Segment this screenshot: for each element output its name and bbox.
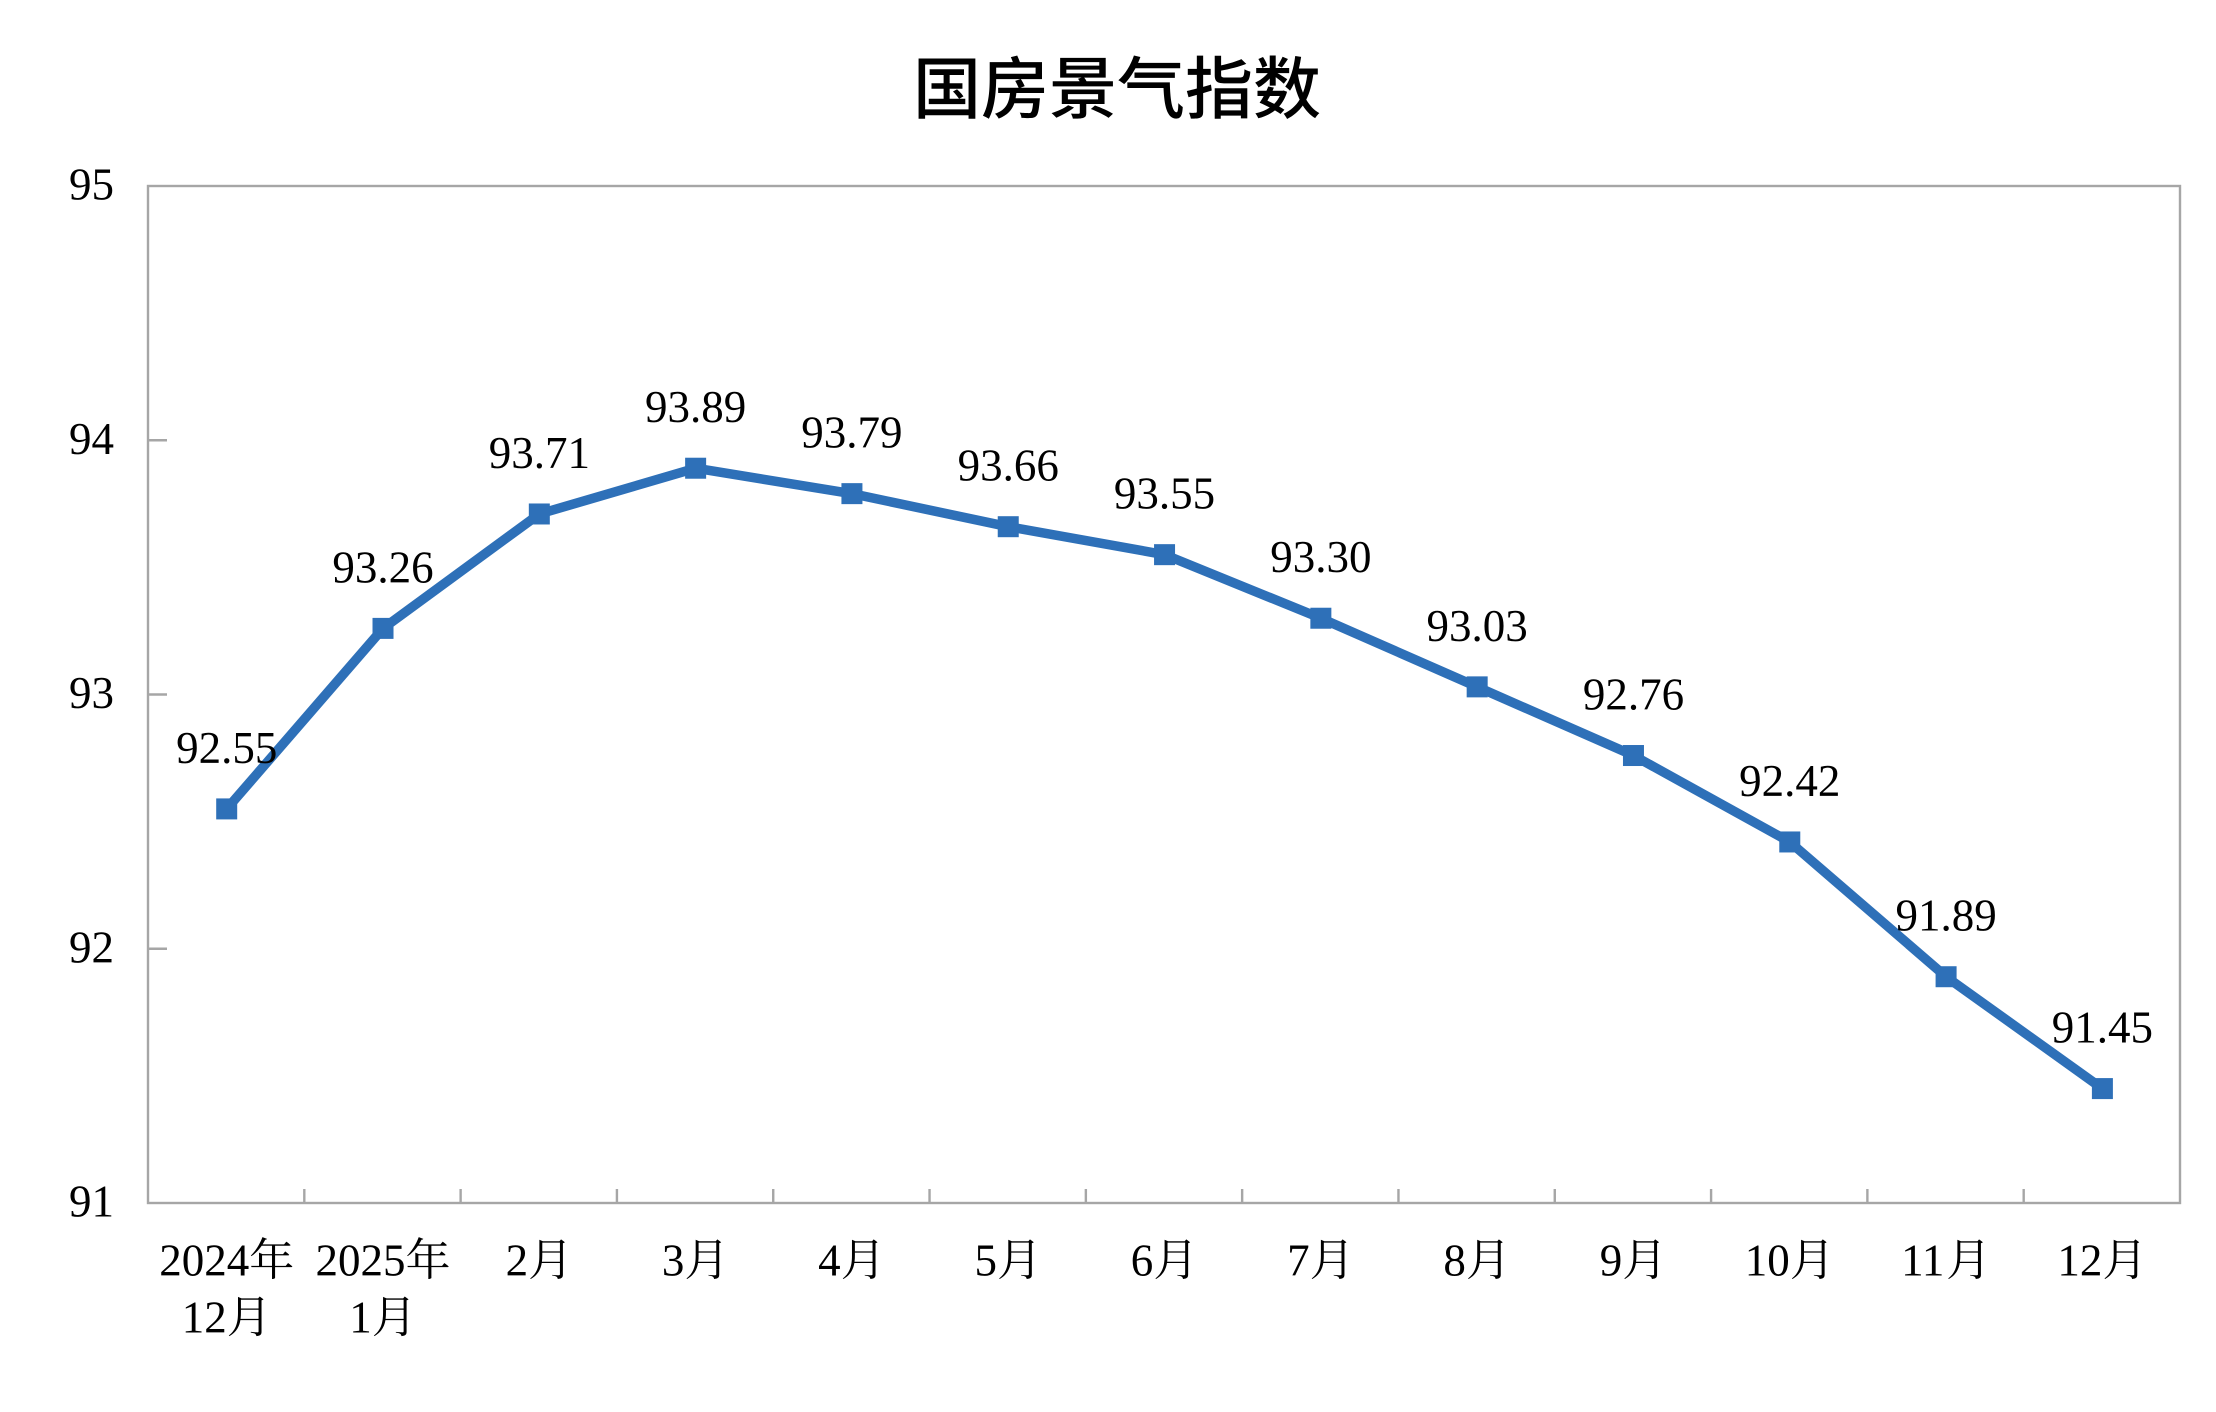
- svg-text:10: 10: [1745, 1236, 1790, 1286]
- svg-text:2: 2: [506, 1236, 529, 1286]
- svg-text:93.89: 93.89: [645, 382, 746, 432]
- svg-text:12: 12: [2057, 1236, 2102, 1286]
- svg-text:93.30: 93.30: [1270, 532, 1371, 582]
- svg-text:91: 91: [69, 1177, 114, 1227]
- svg-text:91.89: 91.89: [1895, 891, 1996, 941]
- svg-text:95: 95: [69, 160, 114, 210]
- svg-text:12: 12: [182, 1293, 227, 1343]
- svg-text:93: 93: [69, 668, 114, 718]
- svg-text:5: 5: [974, 1236, 997, 1286]
- svg-text:92.76: 92.76: [1583, 670, 1684, 720]
- svg-text:93.55: 93.55: [1114, 469, 1215, 519]
- svg-text:92: 92: [69, 922, 114, 972]
- svg-text:9: 9: [1600, 1236, 1623, 1286]
- svg-text:2025: 2025: [316, 1236, 406, 1286]
- svg-text:4: 4: [818, 1236, 841, 1286]
- svg-text:93.71: 93.71: [489, 428, 590, 478]
- svg-text:2024: 2024: [159, 1236, 249, 1286]
- svg-text:92.42: 92.42: [1739, 756, 1840, 806]
- svg-text:94: 94: [69, 414, 114, 464]
- svg-text:92.55: 92.55: [176, 723, 277, 773]
- svg-text:11: 11: [1901, 1236, 1944, 1286]
- svg-text:93.03: 93.03: [1427, 601, 1528, 651]
- svg-text:6: 6: [1131, 1236, 1154, 1286]
- svg-text:93.66: 93.66: [958, 441, 1059, 491]
- svg-text:1: 1: [349, 1293, 372, 1343]
- svg-text:93.26: 93.26: [332, 542, 433, 592]
- svg-text:93.79: 93.79: [801, 408, 902, 458]
- svg-text:8: 8: [1443, 1236, 1466, 1286]
- svg-text:7: 7: [1287, 1236, 1310, 1286]
- svg-text:3: 3: [662, 1236, 685, 1286]
- svg-text:91.45: 91.45: [2052, 1003, 2153, 1053]
